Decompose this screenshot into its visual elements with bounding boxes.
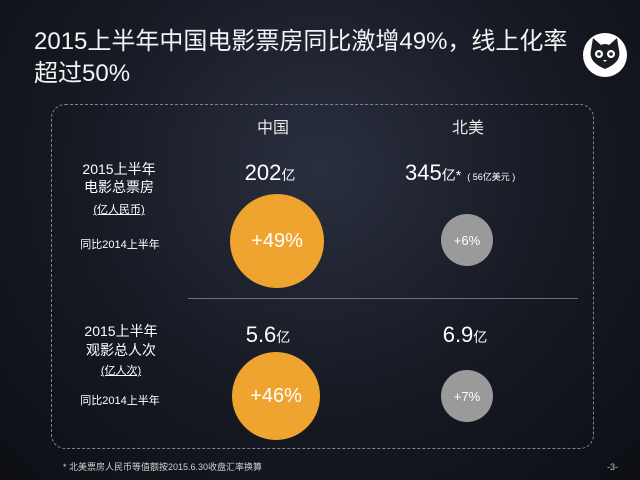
column-header-na: 北美	[451, 120, 484, 137]
admissions-label-line1: 2015上半年	[84, 323, 158, 339]
admissions-unit-note: (亿人次)	[100, 365, 142, 377]
box-office-compare-label: 同比2014上半年	[80, 239, 160, 251]
admissions-label-line2: 观影总人次	[86, 342, 156, 358]
china-admissions-growth-circle: +46%	[232, 352, 320, 440]
footnote: * 北美票房人民币等值额按2015.6.30收盘汇率换算	[63, 462, 263, 472]
na-box-office-growth-circle: +6%	[441, 214, 493, 266]
column-header-china: 中国	[256, 120, 289, 137]
na-admissions-value: 6.9亿	[442, 322, 488, 347]
section-divider	[188, 298, 578, 299]
page-title: 2015上半年中国电影票房同比激增49%，线上化率超过50%	[34, 28, 568, 87]
box-office-label-line1: 2015上半年	[82, 161, 156, 177]
box-office-label-line2: 电影总票房	[84, 179, 154, 195]
china-box-office-growth-circle: +49%	[230, 194, 324, 288]
china-admissions-value: 5.6亿	[245, 322, 291, 347]
page-number: -3-	[607, 462, 618, 472]
admissions-compare-label: 同比2014上半年	[80, 395, 160, 407]
box-office-unit-note: (亿人民币)	[93, 204, 145, 216]
cat-face-icon	[583, 33, 627, 77]
na-admissions-growth-circle: +7%	[441, 370, 493, 422]
comparison-panel	[51, 104, 594, 449]
na-box-office-value: 345亿* ( 56亿美元 )	[405, 160, 516, 185]
china-box-office-value: 202亿	[244, 160, 296, 185]
